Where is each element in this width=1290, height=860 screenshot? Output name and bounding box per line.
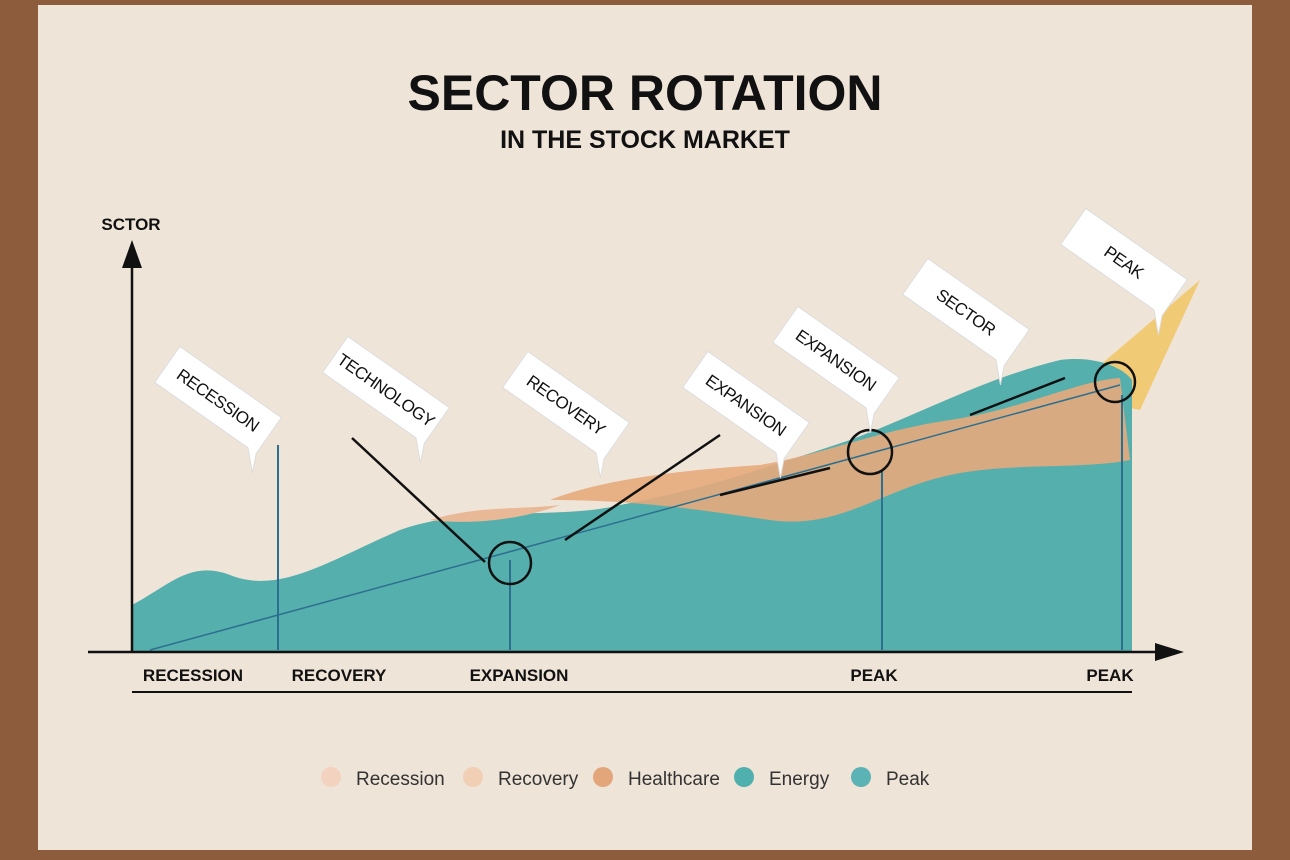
x-label: PEAK (1086, 666, 1134, 685)
flag-shape (1059, 207, 1189, 336)
pointer-arrows (351, 360, 1137, 586)
legend-label: Energy (769, 769, 830, 790)
subtitle: IN THE STOCK MARKET (500, 126, 790, 154)
orange-band (550, 378, 1130, 522)
flag: PEAK (1059, 207, 1189, 336)
y-arrow (122, 240, 142, 268)
legend-label: Recovery (498, 769, 579, 790)
legend-label: Healthcare (628, 769, 720, 790)
orange-tail (430, 505, 560, 522)
legend-swatch (463, 767, 483, 787)
title: SECTOR ROTATION (408, 65, 883, 121)
x-label: EXPANSION (470, 666, 569, 685)
y-axis-label: SCTOR (101, 215, 160, 234)
legend-swatch (851, 767, 871, 787)
flag-shape (901, 257, 1031, 386)
legend-swatch (321, 767, 341, 787)
flag-shape (771, 305, 901, 434)
x-label: PEAK (850, 666, 898, 685)
x-arrow (1155, 643, 1184, 661)
drop-lines (277, 395, 1123, 650)
legend-label: Recession (356, 769, 445, 790)
flag-shape (153, 345, 283, 474)
flag-shape (501, 350, 631, 479)
legend-label: Peak (886, 769, 930, 790)
legend-swatch (593, 767, 613, 787)
flag-shape (681, 350, 811, 479)
flag-shape (321, 335, 451, 464)
x-label: RECESSION (143, 666, 243, 685)
legend-swatch (734, 767, 754, 787)
trend-line (149, 384, 1121, 651)
x-label: RECOVERY (292, 666, 387, 685)
